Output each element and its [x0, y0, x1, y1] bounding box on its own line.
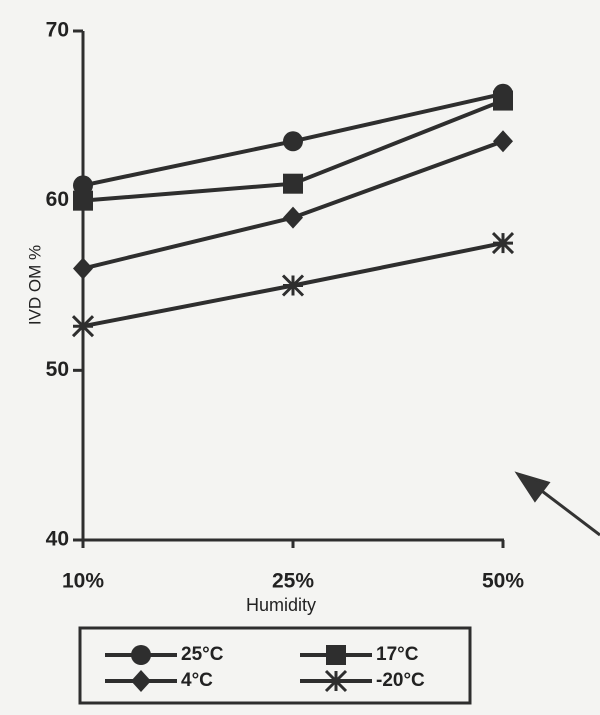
marker — [73, 190, 93, 211]
marker — [71, 315, 95, 338]
marker — [73, 257, 93, 280]
marker — [281, 274, 305, 297]
x-tick-label: 10% — [62, 570, 104, 593]
marker — [326, 645, 346, 665]
legend-label: 4°C — [181, 670, 213, 691]
marker — [283, 206, 303, 229]
marker — [131, 645, 151, 665]
marker — [493, 90, 513, 111]
legend-label: 17°C — [376, 644, 419, 665]
marker — [283, 173, 303, 194]
y-tick-label: 40 — [46, 528, 69, 551]
x-tick-label: 25% — [272, 570, 314, 593]
marker — [324, 669, 348, 693]
marker — [131, 670, 151, 692]
y-tick-label: 60 — [46, 188, 69, 211]
legend-label: -20°C — [376, 670, 425, 691]
y-tick-label: 50 — [46, 358, 69, 381]
marker — [283, 131, 303, 152]
x-tick-label: 50% — [482, 570, 524, 593]
x-axis-label: Humidity — [246, 595, 316, 615]
marker — [493, 130, 513, 153]
marker — [491, 232, 515, 255]
arrow — [514, 471, 600, 537]
marker — [73, 175, 93, 196]
y-tick-label: 70 — [46, 19, 69, 42]
legend-label: 25°C — [181, 644, 224, 665]
legend-box — [78, 626, 472, 705]
y-axis-label: IVD OM % — [25, 245, 44, 325]
